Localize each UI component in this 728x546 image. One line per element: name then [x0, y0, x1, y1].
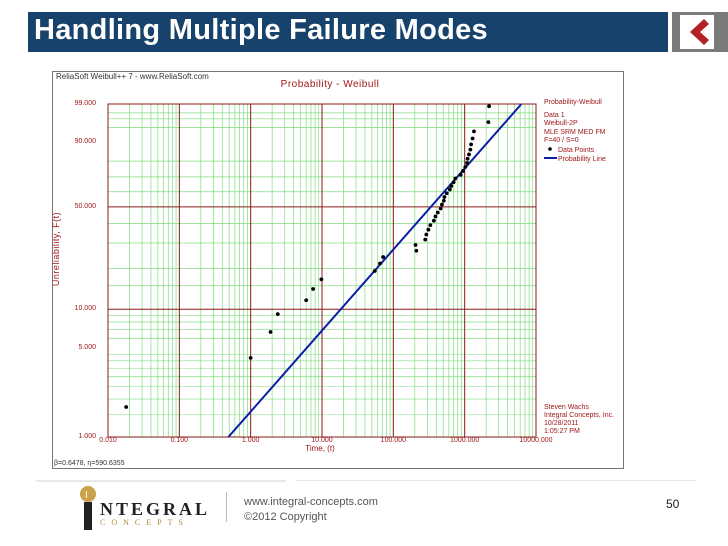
data-point: [428, 223, 433, 228]
slide-title-bar: Handling Multiple Failure Modes: [0, 0, 728, 62]
integral-concepts-logo: I: [76, 485, 104, 538]
y-tick-label: 10.000: [74, 305, 96, 313]
logo-wordmark: NTEGRAL: [100, 499, 211, 519]
data-point: [465, 156, 470, 161]
legend-counts: F=40 / S=0: [544, 137, 579, 144]
data-point: [413, 243, 418, 247]
data-point: [487, 104, 491, 109]
logo-subtitle: CONCEPTS: [100, 518, 189, 527]
legend-points-label: Data Points: [558, 146, 595, 154]
plot-area: [107, 103, 537, 438]
legend-line-entry: Probability Line: [544, 155, 606, 165]
y-tick-label: 50.000: [74, 202, 96, 210]
data-point: [378, 261, 382, 266]
data-point: [275, 312, 280, 317]
data-point: [311, 287, 315, 291]
x-tick-label: 1.000: [241, 437, 260, 444]
legend-line-icon: [544, 157, 557, 159]
legend-model: Weibull-2P: [544, 120, 578, 127]
chart-header: ReliaSoft Weibull++ 7 - www.ReliaSoft.co…: [56, 72, 209, 81]
footer-vertical-divider: [226, 492, 227, 522]
data-point: [470, 136, 475, 141]
data-point: [438, 206, 443, 211]
author-company: Integral Concepts, Inc.: [544, 412, 615, 419]
x-axis-label: Time, (t): [305, 444, 335, 453]
legend-data-label: Data 1: [544, 111, 565, 119]
x-tick-label: 10.000: [311, 437, 333, 444]
y-tick-label: 90.000: [74, 137, 96, 145]
logo-mark: I: [80, 486, 96, 530]
page-number: 50: [666, 497, 680, 511]
data-point: [447, 187, 452, 192]
legend-points-entry: Data Points: [544, 146, 606, 156]
chevron-left-icon: [680, 15, 714, 49]
data-point: [304, 298, 309, 303]
data-point: [451, 180, 456, 185]
data-point: [319, 277, 324, 282]
data-point: [248, 355, 253, 360]
data-point: [372, 269, 377, 273]
footer-copyright: ©2012 Copyright: [244, 511, 327, 523]
data-point: [268, 330, 273, 334]
data-point: [472, 129, 476, 134]
data-point: [469, 142, 473, 147]
data-point: [423, 237, 428, 242]
footer-divider-right: [296, 480, 696, 481]
data-point: [461, 169, 465, 173]
footer-divider-left: [36, 480, 286, 482]
data-point: [465, 161, 469, 165]
data-point: [463, 165, 468, 169]
y-tick-label: 1.000: [78, 433, 96, 440]
x-tick-label: 0.100: [170, 437, 189, 444]
back-button[interactable]: [672, 12, 728, 52]
y-tick-label: 99.000: [74, 100, 96, 107]
data-point: [453, 176, 458, 181]
data-point: [440, 202, 444, 207]
data-point: [467, 152, 471, 157]
legend-title: Probability-Weibull: [544, 99, 602, 106]
logo-mark-letter: I: [85, 490, 88, 501]
legend: Probability-Weibull Data 1 Weibull-2P ML…: [544, 99, 606, 165]
data-point: [433, 214, 438, 219]
chart-frame: [52, 71, 624, 469]
y-tick-label: 5.000: [78, 344, 96, 352]
x-tick-label: 1000.000: [450, 437, 480, 444]
x-tick-label: 10000.000: [519, 437, 553, 444]
author-name: Steven Wachs: [544, 404, 589, 411]
data-point: [124, 405, 129, 409]
data-point: [431, 218, 436, 223]
author-block: Steven Wachs Integral Concepts, Inc. 10/…: [544, 404, 614, 436]
chart-title: Probability - Weibull: [280, 79, 380, 90]
data-point: [468, 147, 473, 152]
x-tick-label: 100.000: [380, 437, 406, 444]
data-point: [441, 198, 446, 203]
legend-point-icon: [548, 146, 552, 151]
legend-method: MLE SRM MED FM: [544, 128, 606, 136]
weibull-parameters: β=0.6478, η=590.6355: [54, 460, 125, 467]
data-point: [449, 184, 454, 188]
data-point: [444, 191, 449, 196]
author-date: 10/28/2011: [544, 420, 579, 427]
data-point: [424, 232, 429, 237]
x-tick-label: 0.010: [99, 437, 117, 444]
data-point: [486, 120, 491, 125]
title-background: [28, 12, 668, 52]
data-point: [435, 210, 440, 215]
author-time: 1:05:27 PM: [544, 428, 580, 435]
legend-line-label: Probability Line: [558, 156, 606, 163]
data-point: [381, 255, 386, 259]
footer-url[interactable]: www.integral-concepts.com: [244, 496, 378, 508]
data-point: [458, 172, 463, 177]
data-point: [426, 227, 431, 232]
data-point: [414, 248, 419, 253]
data-point: [442, 195, 447, 199]
slide-title: Handling Multiple Failure Modes: [34, 14, 488, 46]
